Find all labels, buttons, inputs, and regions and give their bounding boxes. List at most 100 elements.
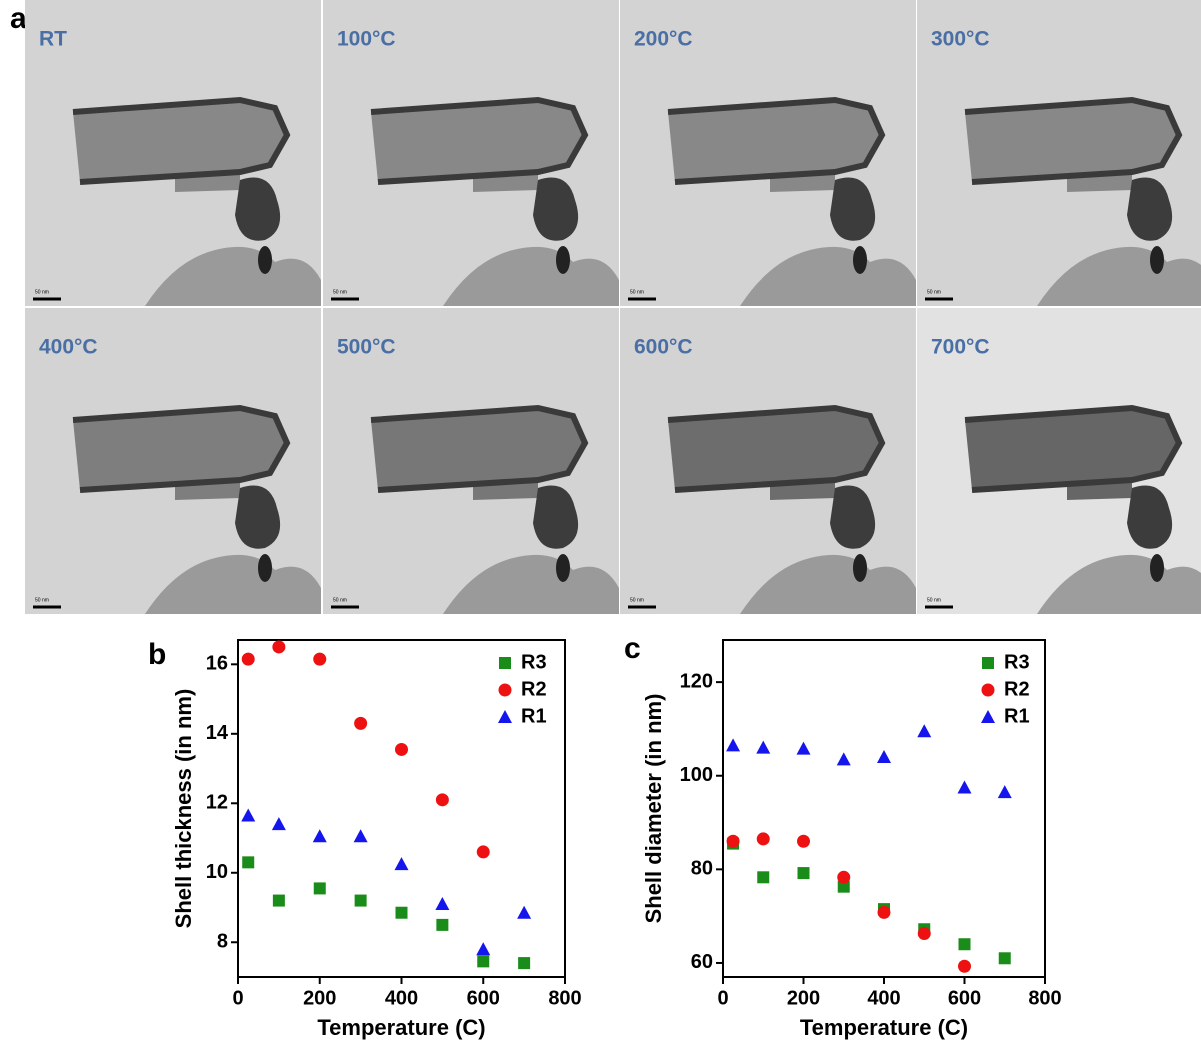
- y-tick-label: 14: [206, 722, 229, 744]
- nanotube-shell: [964, 96, 1183, 185]
- data-point: [726, 834, 740, 848]
- legend-label: R1: [1004, 705, 1030, 727]
- data-point: [756, 832, 770, 846]
- support-film: [145, 554, 321, 614]
- dark-spot: [1150, 246, 1164, 274]
- micrograph-label: 700°C: [931, 336, 990, 359]
- y-axis-label: Shell diameter (in nm): [641, 694, 666, 924]
- data-point: [957, 780, 972, 794]
- support-film: [443, 554, 619, 614]
- data-point: [837, 880, 850, 893]
- particle-cluster: [1127, 485, 1173, 549]
- nanotube: [73, 408, 287, 500]
- particle-cluster: [235, 485, 281, 549]
- data-point: [313, 882, 326, 895]
- data-point: [476, 845, 490, 859]
- support-film: [740, 554, 916, 614]
- micrograph: 500°C 50 nm: [323, 308, 619, 614]
- y-tick-label: 10: [206, 861, 228, 883]
- data-point: [272, 640, 286, 654]
- legend-marker: [981, 710, 995, 723]
- y-tick-label: 120: [680, 670, 713, 692]
- data-point: [756, 740, 771, 754]
- data-point: [241, 808, 256, 822]
- nanotube: [73, 100, 287, 192]
- data-point: [436, 918, 449, 931]
- data-point: [477, 955, 490, 968]
- x-axis-label: Temperature (C): [317, 1015, 485, 1040]
- y-tick-label: 12: [206, 792, 228, 814]
- data-point: [518, 957, 531, 970]
- particle-cluster: [533, 177, 579, 241]
- data-point: [837, 870, 851, 884]
- micrograph-label: 600°C: [634, 336, 693, 359]
- nanotube: [668, 408, 882, 500]
- data-point: [726, 738, 741, 752]
- data-point: [917, 926, 931, 940]
- nanotube-shell: [667, 404, 886, 493]
- dark-spot: [853, 554, 867, 582]
- x-tick-label: 0: [717, 987, 728, 1009]
- dark-spot: [1150, 554, 1164, 582]
- nanotube-shell: [964, 404, 1183, 493]
- panel-label: a: [10, 2, 27, 35]
- micrograph: 300°C 50 nm: [917, 0, 1201, 306]
- particle-cluster: [533, 485, 579, 549]
- panel-label: b: [148, 638, 166, 671]
- data-point: [476, 942, 491, 956]
- legend-label: R2: [1004, 678, 1030, 700]
- support-film: [740, 246, 916, 306]
- micrograph: RT 50 nm: [25, 0, 321, 306]
- x-tick-label: 0: [232, 987, 243, 1009]
- y-tick-label: 100: [680, 764, 713, 786]
- support-film: [145, 246, 321, 306]
- scale-bar-label: 50 nm: [630, 289, 644, 295]
- micrograph-label: 300°C: [931, 28, 990, 51]
- particle-cluster: [830, 485, 876, 549]
- x-tick-label: 800: [548, 987, 581, 1009]
- data-point: [958, 938, 971, 951]
- data-point: [394, 857, 409, 871]
- y-tick-label: 80: [691, 858, 713, 880]
- micrograph: 700°C 50 nm: [917, 308, 1201, 614]
- plot-frame: [722, 639, 1046, 978]
- data-point: [796, 741, 811, 755]
- legend-marker: [982, 657, 994, 669]
- data-point: [797, 834, 810, 848]
- scale-bar-label: 50 nm: [35, 597, 49, 603]
- data-point: [354, 716, 368, 730]
- particle-cluster: [1127, 177, 1173, 241]
- data-point: [241, 652, 255, 666]
- x-tick-label: 200: [303, 987, 336, 1009]
- scale-bar-label: 50 nm: [333, 597, 347, 603]
- data-point: [797, 867, 810, 880]
- y-tick-label: 8: [217, 931, 228, 953]
- data-point: [354, 894, 367, 907]
- nanotube: [965, 100, 1179, 192]
- micrograph-label: 500°C: [337, 336, 396, 359]
- data-point: [877, 750, 891, 764]
- micrograph-label: 100°C: [337, 28, 396, 51]
- x-axis-label: Temperature (C): [800, 1015, 968, 1040]
- support-film: [443, 246, 619, 306]
- nanotube: [668, 100, 882, 192]
- nanotube: [965, 408, 1179, 500]
- scale-bar-label: 50 nm: [927, 597, 941, 603]
- plot-frame: [237, 639, 566, 978]
- nanotube: [371, 100, 585, 192]
- data-point: [353, 829, 368, 843]
- nanotube-shell: [667, 96, 886, 185]
- x-tick-label: 800: [1028, 987, 1061, 1009]
- legend-label: R2: [521, 678, 547, 700]
- legend-marker: [499, 657, 511, 669]
- x-tick-label: 200: [787, 987, 820, 1009]
- legend-label: R3: [521, 651, 547, 673]
- nanotube-shell: [370, 404, 589, 493]
- data-point: [395, 742, 408, 756]
- micrograph-label: 400°C: [39, 336, 98, 359]
- scale-bar-label: 50 nm: [333, 289, 347, 295]
- data-point: [917, 724, 932, 738]
- data-point: [836, 752, 851, 766]
- legend-marker: [981, 683, 995, 697]
